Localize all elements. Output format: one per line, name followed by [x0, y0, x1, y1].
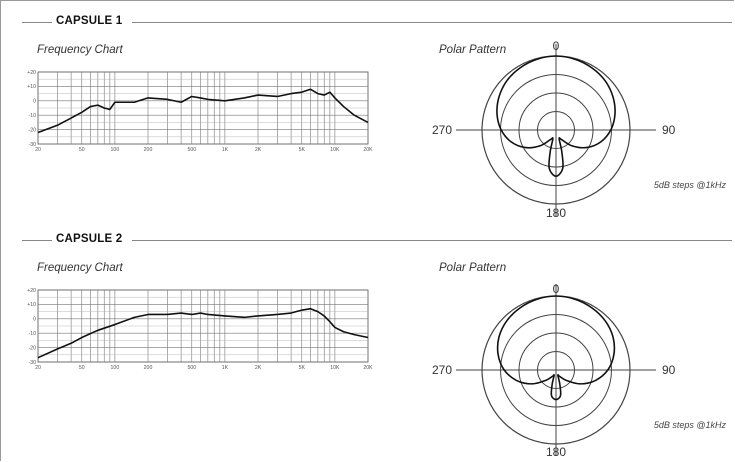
- x-tick-label: 100: [111, 365, 120, 371]
- x-tick-label: 1K: [222, 365, 229, 371]
- polar-label-0: 0: [553, 39, 560, 53]
- frequency-response-line: [37, 307, 369, 359]
- section-title: CAPSULE 1: [56, 15, 123, 27]
- polar-pattern-2: 0 270 90 180 5dB steps @1kHz: [432, 282, 727, 459]
- x-tick-label: 100: [111, 147, 120, 153]
- x-tick-label: 500: [187, 147, 196, 153]
- section-rule-right: [132, 240, 732, 241]
- frequency-chart-2: 20 50 100 200 500 1K 2K 5K 10K 20K +20 +10 0 -10 -20 -3…: [27, 288, 373, 371]
- x-tick-label: 10K: [330, 147, 340, 153]
- x-tick-label: 50: [79, 365, 85, 371]
- y-tick-label: -10: [29, 113, 37, 119]
- x-tick-label: 10K: [330, 365, 340, 371]
- polar-label-180: 180: [546, 445, 566, 459]
- frequency-chart-1: 20 50 100 200 500 1K 2K 5K 10K 20K +20 +10 0 -10 -20 -3…: [27, 70, 373, 153]
- frequency-response-line: [37, 88, 369, 134]
- polar-label-90: 90: [662, 123, 676, 137]
- section-rule-left: [22, 240, 52, 241]
- y-tick-label: +20: [27, 288, 36, 294]
- polar-label-270: 270: [432, 123, 452, 137]
- x-tick-label: 20K: [363, 365, 373, 371]
- y-tick-label: -10: [29, 331, 37, 337]
- y-tick-label: -20: [29, 345, 37, 351]
- x-tick-label: 2K: [255, 147, 262, 153]
- x-tick-label: 200: [144, 365, 153, 371]
- polar-response-curve: [496, 55, 616, 178]
- x-tick-label: 1K: [222, 147, 229, 153]
- polar-label-270: 270: [432, 363, 452, 377]
- x-tick-label: 200: [144, 147, 153, 153]
- frequency-chart-title: Frequency Chart: [37, 262, 123, 274]
- y-tick-label: 0: [33, 99, 36, 105]
- y-tick-label: +20: [27, 70, 36, 76]
- x-tick-label: 5K: [299, 365, 306, 371]
- x-tick-label: 50: [79, 147, 85, 153]
- polar-response-curve: [496, 295, 616, 401]
- y-tick-label: -30: [29, 360, 37, 366]
- x-tick-label: 20: [35, 147, 41, 153]
- x-tick-label: 20: [35, 365, 41, 371]
- x-tick-label: 500: [187, 365, 196, 371]
- polar-pattern-1: 0 270 90 180 5dB steps @1kHz: [432, 39, 727, 220]
- steps-note: 5dB steps @1kHz: [654, 420, 727, 430]
- y-tick-label: 0: [33, 317, 36, 323]
- section-rule-right: [132, 22, 732, 23]
- polar-pattern-title: Polar Pattern: [439, 44, 507, 56]
- polar-label-90: 90: [662, 363, 676, 377]
- y-tick-label: -30: [29, 142, 37, 148]
- x-tick-label: 2K: [255, 365, 262, 371]
- x-tick-label: 20K: [363, 147, 373, 153]
- y-tick-label: +10: [27, 84, 36, 90]
- y-tick-label: -20: [29, 127, 37, 133]
- polar-label-0: 0: [553, 282, 560, 296]
- y-tick-label: +10: [27, 302, 36, 308]
- steps-note: 5dB steps @1kHz: [654, 180, 727, 190]
- section-rule-left: [22, 22, 52, 23]
- section-title: CAPSULE 2: [56, 233, 123, 245]
- x-tick-label: 5K: [299, 147, 306, 153]
- polar-pattern-title: Polar Pattern: [439, 262, 507, 274]
- frequency-chart-title: Frequency Chart: [37, 44, 123, 56]
- polar-label-180: 180: [546, 206, 566, 220]
